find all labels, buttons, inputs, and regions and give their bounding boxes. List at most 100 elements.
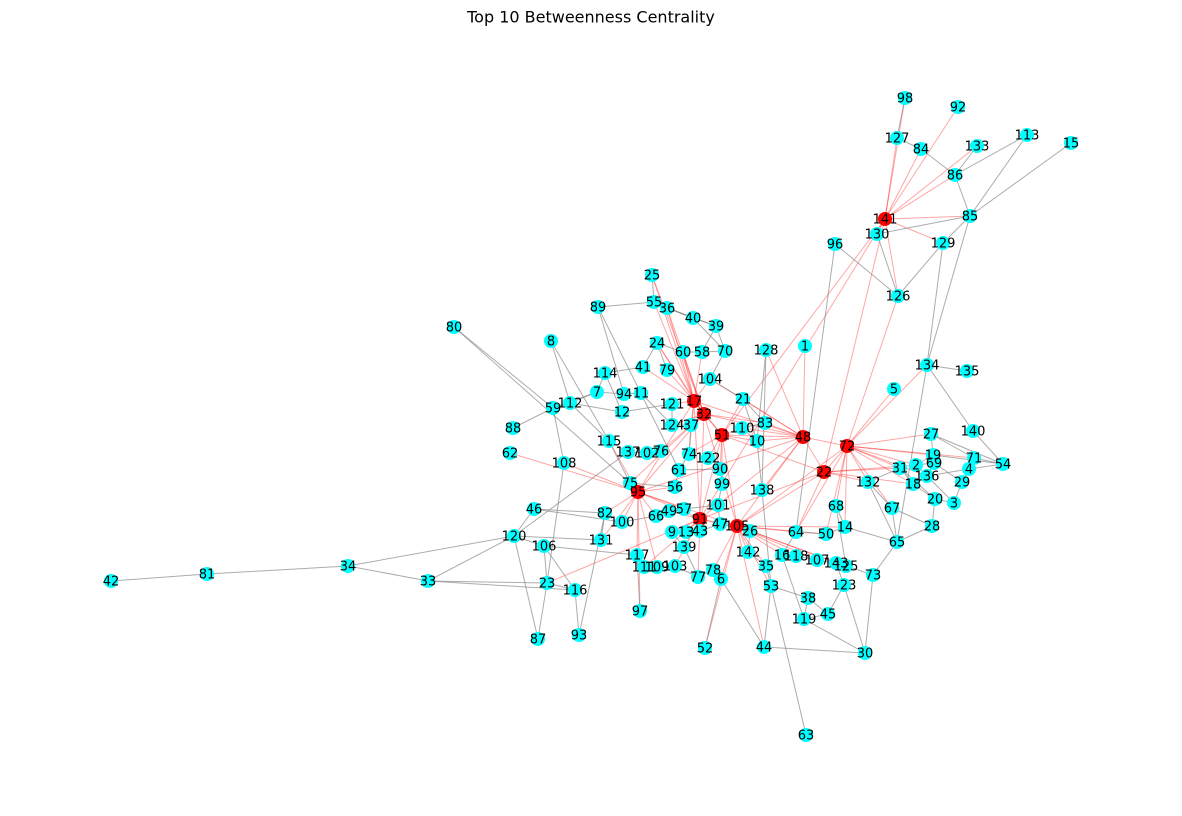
node-label: 42 [103,575,120,590]
node [341,559,355,573]
edge [835,445,848,507]
edge [884,215,971,220]
edge [781,554,805,620]
node [615,405,629,419]
edge [823,467,901,473]
node [660,363,674,377]
edge [864,574,874,654]
node-label: 36 [659,302,676,317]
node-label: 75 [622,477,639,492]
node-label: 125 [834,560,859,575]
node [829,499,843,513]
node-label: 80 [446,321,463,336]
node-label: 105 [725,520,750,535]
node [647,295,661,309]
node-label: 55 [646,296,663,311]
node [906,477,920,491]
edge [621,403,673,413]
edge [636,491,639,556]
node [735,421,749,435]
node [668,480,682,494]
edge [513,451,629,537]
node-label: 58 [694,346,711,361]
node [650,560,664,574]
node-label: 33 [420,575,437,590]
node [682,447,696,461]
edge [693,400,804,438]
edge [651,274,695,402]
node-label: 87 [530,633,547,648]
edge [597,301,655,308]
node-label: 90 [712,463,729,478]
edge [834,243,899,297]
node-label: 17 [686,395,703,410]
edge [930,433,975,459]
node [758,416,772,430]
node-label: 120 [502,530,527,545]
node [947,496,961,510]
node-label: 47 [712,518,729,533]
node [970,139,984,153]
edge [512,407,554,429]
node-label: 7 [593,386,601,401]
edge [969,134,1028,217]
node-label: 91 [692,513,709,528]
node-label: 137 [616,446,641,461]
node [665,397,679,411]
node [962,462,976,476]
node [966,424,980,438]
node-label: 78 [705,564,722,579]
edge [846,445,934,456]
edge [763,646,866,654]
edge [453,326,631,484]
edge [660,413,705,452]
node-label: 40 [685,312,702,327]
edge [509,452,639,493]
node [537,539,551,553]
node-label: 143 [824,557,849,572]
edge [884,145,978,220]
edge [699,413,705,520]
node [677,540,691,554]
node-label: 106 [532,540,557,555]
node-label: 82 [597,507,614,522]
node [714,572,728,586]
node [693,512,707,526]
edge [720,525,738,580]
node [687,394,701,408]
node [890,535,904,549]
node-label: 48 [795,431,812,446]
edge [969,142,1072,217]
node [557,456,571,470]
node-label: 86 [947,169,964,184]
edge [712,525,738,571]
node [598,366,612,380]
node [924,427,938,441]
edge [795,445,848,533]
node [759,559,773,573]
node-label: 117 [625,549,650,564]
node [821,607,835,621]
node [665,525,679,539]
node [963,209,977,223]
node [701,451,715,465]
node-label: 103 [663,560,688,575]
node-label: 111 [632,561,657,576]
edge [884,137,898,220]
node-label: 63 [798,729,815,744]
node-label: 109 [645,561,670,576]
node-label: 5 [890,383,898,398]
node-label: 27 [923,428,940,443]
node-label: 30 [857,647,874,662]
node-label: 114 [593,367,618,382]
node-label: 126 [886,290,911,305]
edge [920,148,956,176]
node [703,372,717,386]
edge [636,554,641,612]
node [890,131,904,145]
edge [550,340,610,442]
node [654,444,668,458]
node [631,485,645,499]
node-label: 118 [784,550,809,565]
